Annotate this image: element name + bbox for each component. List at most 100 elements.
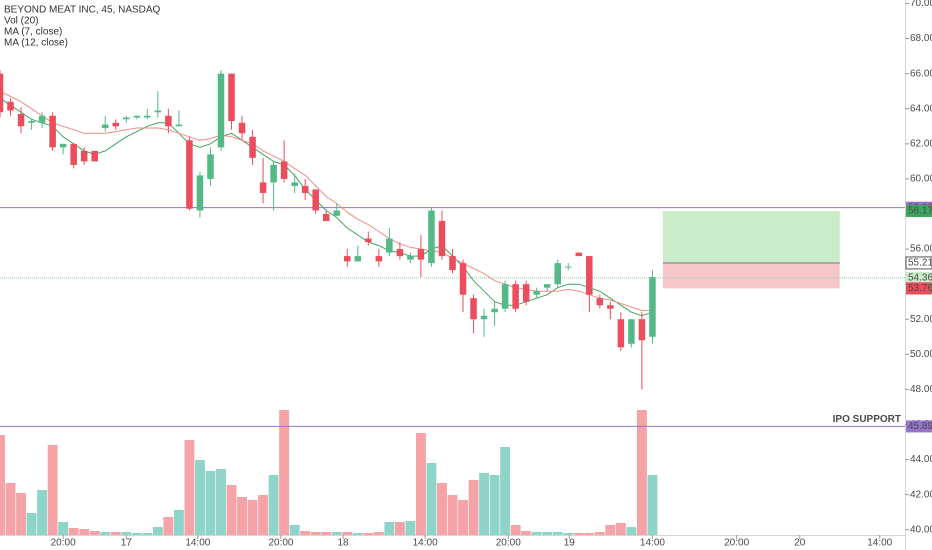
volume-bar (47, 445, 58, 535)
y-tick-label: 44.00 (910, 454, 932, 465)
legend-item: MA (12, close) (4, 38, 68, 49)
volume-bar (321, 532, 332, 535)
volume-bar (110, 532, 121, 535)
price-badge (906, 205, 932, 218)
candle-body (291, 182, 298, 186)
volume-bar (237, 497, 247, 535)
loss-zone (662, 262, 840, 289)
candle-body (543, 284, 551, 288)
candle-body (112, 122, 120, 127)
candle-body (0, 73, 4, 113)
volume-bar (26, 513, 37, 535)
candle-body (491, 308, 498, 313)
candle-body (396, 249, 404, 257)
candle-body (7, 101, 14, 111)
volume-bar (458, 500, 468, 535)
volume-bar (131, 533, 142, 535)
candle-body (554, 263, 561, 285)
volume-bar (647, 475, 658, 535)
volume-bar (268, 475, 279, 535)
candle-body (407, 256, 414, 260)
volume-bar (573, 533, 584, 535)
volume-bar (415, 433, 426, 535)
volume-bar (352, 533, 363, 535)
candle-body (70, 143, 77, 165)
volume-bar (552, 532, 563, 535)
volume-bar (310, 532, 321, 535)
x-tick-label: 14:00 (413, 538, 438, 549)
candle-body (459, 263, 467, 295)
profit-zone (662, 211, 840, 263)
volume-bar (89, 531, 100, 535)
volume-bar (0, 435, 5, 535)
volume-bar (363, 533, 374, 535)
volume-bar (468, 480, 479, 535)
candle-body (301, 185, 309, 193)
volume-bar (636, 410, 647, 535)
price-badge (905, 256, 932, 270)
candle-body (38, 115, 46, 123)
candle-body (428, 210, 435, 264)
volume-bar (121, 532, 132, 535)
x-tick-label: 20 (794, 538, 806, 549)
volume-bar (100, 532, 111, 535)
candle-body (217, 73, 225, 148)
volume-bar (37, 490, 48, 535)
legend-item: Vol (20) (4, 16, 38, 27)
candle-body (196, 175, 204, 211)
legend-item: MA (7, close) (4, 27, 62, 38)
volume-bar (605, 525, 616, 535)
y-tick-label: 52.00 (910, 314, 932, 325)
candle-body (280, 161, 288, 179)
y-tick-label: 70.00 (910, 0, 932, 9)
x-tick-label: 18 (337, 538, 349, 549)
candle-body (165, 115, 172, 127)
candle-body (154, 110, 162, 113)
candle-body (270, 164, 277, 183)
volume-bar (437, 483, 447, 535)
candle-body (133, 115, 141, 118)
candle-body (638, 319, 646, 341)
price-badge (906, 420, 932, 433)
x-tick-label: 17 (121, 538, 133, 549)
y-tick-label: 60.00 (910, 174, 932, 185)
candle-body (365, 238, 372, 243)
volume-bar (279, 410, 290, 535)
price-badge-label: 54.36 (908, 272, 932, 283)
volume-bar (342, 532, 353, 535)
volume-bar (510, 525, 521, 535)
volume-bar (226, 485, 237, 535)
volume-bar (163, 517, 174, 535)
x-tick-label: 14:00 (185, 538, 210, 549)
volume-bar (16, 493, 26, 535)
y-tick-label: 48.00 (910, 384, 932, 395)
volume-bar (394, 522, 405, 535)
price-badge (906, 282, 932, 295)
x-tick-label: 14:00 (867, 538, 892, 549)
candle-body (512, 284, 519, 309)
volume-bar (142, 533, 153, 535)
candle-body (59, 143, 67, 148)
candle-body (480, 315, 488, 320)
volume-bar (405, 521, 416, 535)
x-tick-label: 19 (564, 538, 576, 549)
price-badge (906, 271, 932, 284)
price-badge-label: 53.76 (908, 283, 932, 294)
candle-body (417, 249, 425, 260)
candle-body (333, 210, 341, 216)
candle-body (375, 256, 383, 262)
volume-bar (615, 523, 626, 535)
volume-bar (531, 532, 542, 535)
candle-body (322, 214, 330, 222)
price-badge-label: 55.21 (908, 258, 932, 269)
candle-body (617, 319, 625, 348)
candle-body (144, 115, 151, 118)
x-tick-label: 20:00 (51, 538, 76, 549)
volume-bar (58, 522, 69, 535)
volume-bar (500, 447, 511, 535)
level-label: IPO SUPPORT (833, 414, 901, 425)
volume-bar (194, 460, 205, 535)
candle-body (449, 256, 456, 271)
volume-bar (5, 483, 16, 535)
candle-body (386, 238, 393, 253)
